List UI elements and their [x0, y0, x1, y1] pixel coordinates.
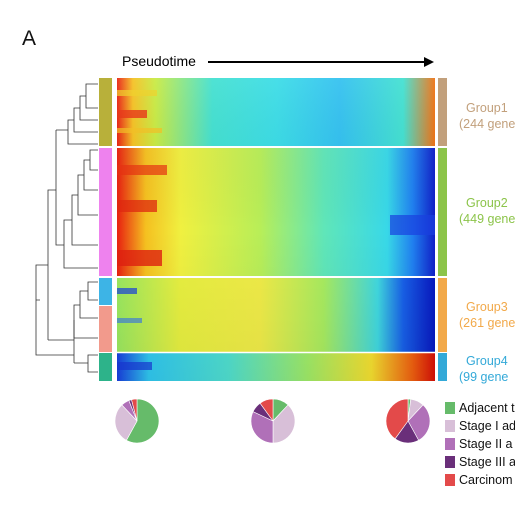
- pie-charts: [114, 398, 431, 444]
- cluster-bar-2: [99, 148, 112, 276]
- group2-label: Group2 (449 gene: [459, 195, 515, 227]
- pie-slice: [250, 411, 274, 444]
- group3-name: Group3: [466, 300, 508, 314]
- heatmap: [117, 78, 435, 381]
- pie-chart-1: [114, 398, 160, 444]
- pie-chart-2: [250, 398, 296, 444]
- legend-item-stage-i: Stage I ad: [445, 418, 515, 434]
- legend-item-stage-ii: Stage II a: [445, 436, 513, 452]
- group-bar-1: [438, 78, 447, 146]
- group-bar-3: [438, 278, 447, 352]
- pie-slice: [131, 398, 138, 422]
- group3-count: (261 gene: [459, 316, 515, 330]
- legend-label: Stage I ad: [459, 419, 515, 433]
- legend-swatch: [445, 456, 455, 468]
- group4-name: Group4: [466, 354, 508, 368]
- cluster-bar-3a: [99, 278, 112, 305]
- legend-label: Stage II a: [459, 437, 513, 451]
- cluster-bar-3b: [99, 306, 112, 352]
- pie-slice: [407, 404, 431, 441]
- group-color-bar: [438, 78, 447, 381]
- legend-swatch: [445, 402, 455, 414]
- group1-name: Group1: [466, 101, 508, 115]
- legend-swatch: [445, 438, 455, 450]
- pseudotime-arrow: [208, 57, 434, 67]
- legend-item-carcinoma: Carcinom: [445, 472, 513, 488]
- legend-swatch: [445, 420, 455, 432]
- dendrogram: [35, 83, 98, 373]
- group-bar-4: [438, 353, 447, 381]
- cluster-color-bar: [99, 78, 112, 381]
- pie-chart-3: [385, 398, 431, 444]
- legend-item-adjacent: Adjacent t: [445, 400, 515, 416]
- pie-slice: [259, 398, 274, 422]
- group1-label: Group1 (244 gene: [459, 100, 515, 132]
- group2-count: (449 gene: [459, 212, 515, 226]
- group3-label: Group3 (261 gene: [459, 299, 515, 331]
- legend-item-stage-iii: Stage III a: [445, 454, 515, 470]
- panel-label: A: [22, 27, 37, 50]
- legend-label: Carcinom: [459, 473, 513, 487]
- pie-slice: [385, 398, 409, 440]
- legend-label: Adjacent t: [459, 401, 515, 415]
- legend-swatch: [445, 474, 455, 486]
- cluster-bar-1: [99, 78, 112, 146]
- pie-slice: [114, 404, 138, 441]
- pie-slice: [125, 398, 160, 444]
- group2-name: Group2: [466, 196, 508, 210]
- group-bar-2: [438, 148, 447, 276]
- group4-count: (99 gene: [459, 370, 509, 384]
- group1-count: (244 gene: [459, 117, 515, 131]
- legend-label: Stage III a: [459, 455, 515, 469]
- group4-label: Group4 (99 gene: [459, 353, 508, 385]
- pie-slice: [272, 404, 296, 444]
- cluster-bar-4: [99, 353, 112, 381]
- pseudotime-label: Pseudotime: [122, 53, 196, 69]
